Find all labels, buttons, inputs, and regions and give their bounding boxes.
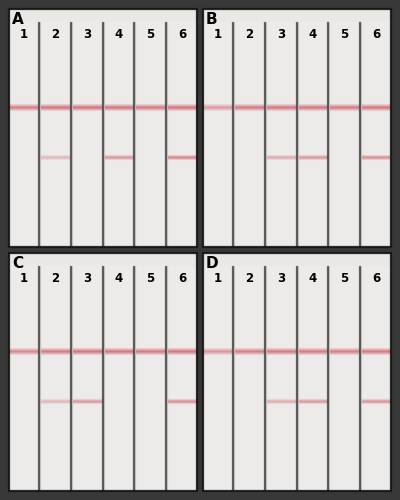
Text: D: D xyxy=(206,256,219,271)
Text: 2: 2 xyxy=(52,28,60,41)
Text: 6: 6 xyxy=(372,28,380,41)
Text: 5: 5 xyxy=(340,28,349,41)
Text: 4: 4 xyxy=(115,272,123,285)
Text: 6: 6 xyxy=(178,28,186,41)
Text: 1: 1 xyxy=(214,272,222,285)
Text: 3: 3 xyxy=(83,272,91,285)
Text: 3: 3 xyxy=(277,272,285,285)
Text: 4: 4 xyxy=(309,272,317,285)
Text: A: A xyxy=(12,12,24,27)
Text: 3: 3 xyxy=(83,28,91,41)
Text: 1: 1 xyxy=(214,28,222,41)
Text: 6: 6 xyxy=(372,272,380,285)
Text: 5: 5 xyxy=(146,28,155,41)
Text: C: C xyxy=(12,256,23,271)
Text: 1: 1 xyxy=(20,28,28,41)
Text: B: B xyxy=(206,12,218,27)
Text: 2: 2 xyxy=(246,272,254,285)
Text: 5: 5 xyxy=(146,272,155,285)
Text: 3: 3 xyxy=(277,28,285,41)
Text: 2: 2 xyxy=(246,28,254,41)
Text: 4: 4 xyxy=(309,28,317,41)
Text: 5: 5 xyxy=(340,272,349,285)
Text: 6: 6 xyxy=(178,272,186,285)
Text: 1: 1 xyxy=(20,272,28,285)
Text: 2: 2 xyxy=(52,272,60,285)
Text: 4: 4 xyxy=(115,28,123,41)
